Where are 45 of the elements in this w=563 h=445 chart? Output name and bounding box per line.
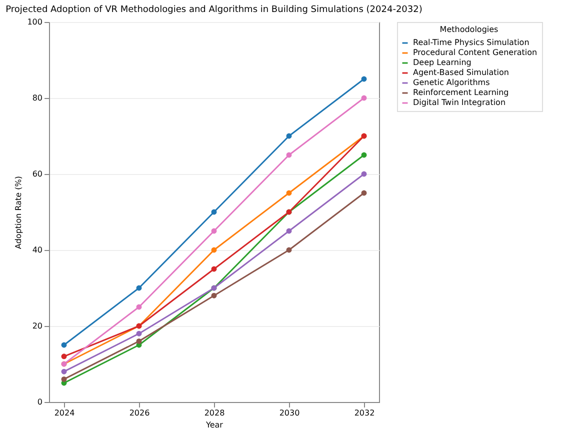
point [211, 247, 217, 253]
x-tick-label: 2024 [54, 408, 75, 418]
point [286, 133, 292, 139]
point [136, 285, 142, 291]
y-tick-label: 0 [37, 398, 42, 406]
point [211, 266, 217, 272]
legend-label: Procedural Content Generation [413, 48, 538, 57]
y-axis-title: Adoption Rate (%) [14, 176, 24, 249]
legend-label: Real-Time Physics Simulation [413, 38, 530, 47]
point [211, 292, 217, 298]
x-tick-label: 2032 [354, 408, 375, 418]
point [136, 304, 142, 310]
legend-title: Methodologies [440, 25, 498, 34]
legend-label: Deep Learning [413, 58, 472, 67]
point [361, 152, 367, 158]
point [361, 76, 367, 82]
y-tick-label: 60 [32, 170, 42, 178]
legend-label: Reinforcement Learning [413, 88, 509, 97]
point [61, 368, 67, 374]
point [286, 247, 292, 253]
point [211, 209, 217, 215]
point [361, 95, 367, 101]
y-tick-label: 20 [32, 322, 42, 330]
chart-title: Projected Adoption of VR Methodologies and Algorithms in Building Simulations (2024-2032) [6, 5, 422, 15]
point [286, 190, 292, 196]
point [61, 354, 67, 360]
point [286, 228, 292, 234]
x-axis-title: Year [205, 420, 224, 430]
legend-label: Agent-Based Simulation [413, 68, 509, 77]
point [286, 152, 292, 158]
point [61, 376, 67, 382]
y-tick-label: 80 [32, 94, 42, 102]
x-tick-label: 2026 [129, 408, 150, 418]
x-tick-label: 2028 [204, 408, 225, 418]
y-tick-label: 40 [32, 246, 42, 254]
y-tick-label: 100 [27, 18, 42, 26]
point [136, 338, 142, 344]
point [136, 330, 142, 336]
legend-label: Digital Twin Integration [413, 98, 506, 107]
point [361, 190, 367, 196]
point [61, 342, 67, 348]
point [361, 171, 367, 177]
legend-label: Genetic Algorithms [413, 78, 490, 87]
point [211, 228, 217, 234]
x-tick-label: 2030 [279, 408, 300, 418]
